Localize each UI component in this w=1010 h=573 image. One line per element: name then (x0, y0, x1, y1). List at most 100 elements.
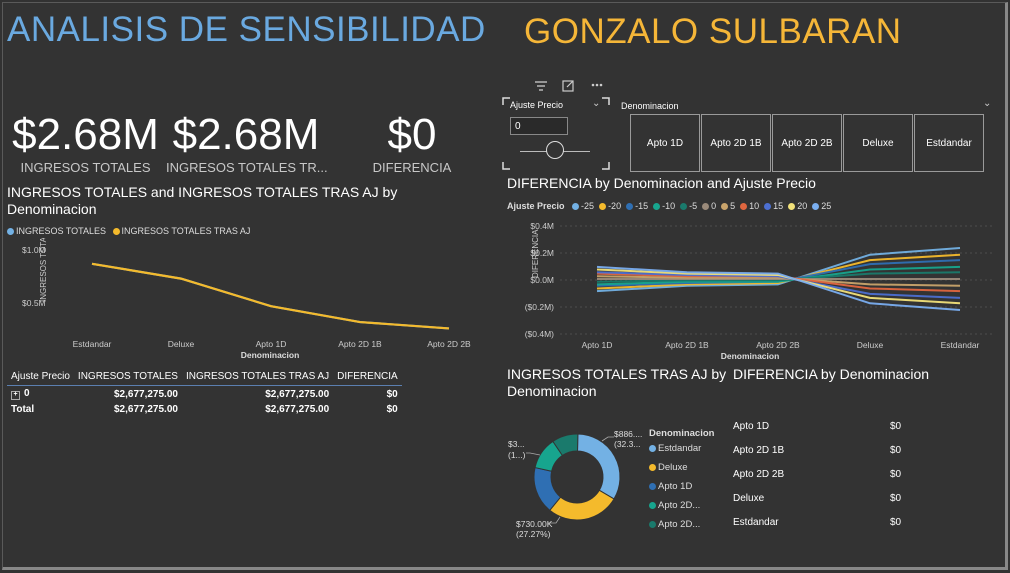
slicer-option-estdandar[interactable]: Estdandar (914, 114, 984, 172)
x-tick: Apto 2D 2B (427, 339, 471, 349)
slider-handle[interactable] (546, 141, 564, 159)
legend-dot (649, 502, 656, 509)
diff-row-value: $0 (890, 445, 902, 456)
diff-row-value: $0 (890, 469, 902, 480)
focus-mode-icon[interactable] (562, 80, 574, 92)
legend-label: -10 (662, 201, 676, 211)
kpi-card-diferencia[interactable]: $0 DIFERENCIA (352, 110, 472, 175)
kpi-label: INGRESOS TOTALES (20, 160, 151, 175)
legend-dot (702, 203, 710, 210)
column-header[interactable]: Ajuste Precio (11, 371, 70, 382)
diff-row-label: Estdandar (733, 517, 779, 528)
line-chart-title: INGRESOS TOTALES and INGRESOS TOTALES TR… (7, 184, 398, 217)
label-value: $3... (508, 439, 525, 449)
y-axis-label: INGRESOS TOTA... (39, 238, 48, 302)
data-table[interactable]: Ajuste Precio INGRESOS TOTALES INGRESOS … (7, 368, 402, 417)
x-tick: Apto 1D (582, 340, 613, 350)
kpi-label: INGRESOS TOTALES TR... (166, 160, 328, 175)
y-tick: $0.4M (530, 221, 554, 231)
legend-dot (626, 203, 634, 210)
legend-label: -25 (581, 201, 595, 211)
expand-icon[interactable]: + (11, 391, 20, 400)
slicer-option-apto-2d-2b[interactable]: Apto 2D 2B (772, 114, 842, 172)
legend-label: -15 (635, 201, 649, 211)
more-options-icon[interactable] (591, 83, 603, 87)
series-line (91, 262, 450, 330)
slicer-title: Ajuste Precio (510, 100, 564, 110)
visual-header-icons (535, 80, 603, 92)
label-leader (601, 436, 614, 442)
legend-dot (764, 203, 772, 210)
label-leader (526, 452, 541, 456)
legend-dot (649, 483, 656, 490)
line-chart-legend: INGRESOS TOTALES INGRESOS TOTALES TRAS A… (7, 226, 250, 236)
diff-row-label: Apto 2D 2B (733, 469, 785, 480)
y-tick: $0.5M (22, 298, 46, 308)
x-tick: Apto 1D (256, 339, 287, 349)
ajuste-precio-slicer[interactable]: Ajuste Precio ⌄ 0 (502, 97, 610, 170)
slicer-value-input[interactable]: 0 (510, 117, 568, 135)
kpi-label: DIFERENCIA (372, 160, 452, 175)
legend-label: Estdandar (658, 443, 702, 454)
label-value: $886.... (614, 429, 643, 439)
table-row[interactable]: +0 $2,677,275.00 $2,677,275.00 $0 (7, 386, 402, 403)
y-tick: ($0.2M) (525, 302, 554, 312)
donut-label-bottom: $730.00K (27.27%) (516, 519, 552, 539)
slicer-option-deluxe[interactable]: Deluxe (843, 114, 913, 172)
chevron-down-icon[interactable]: ⌄ (983, 98, 992, 109)
filter-icon[interactable] (535, 81, 547, 91)
donut-slice (552, 433, 579, 457)
legend-dot (653, 203, 661, 210)
kpi-value: $0 (387, 110, 437, 159)
x-tick: Apto 2D 1B (338, 339, 382, 349)
x-axis-label: Denominacion (241, 350, 300, 360)
x-axis-label: Denominacion (721, 351, 780, 361)
legend-label: 5 (730, 201, 736, 211)
series-line (596, 275, 961, 287)
label-pct: (32.3... (614, 439, 641, 449)
legend-label: Apto 1D (658, 481, 693, 492)
series-line (596, 268, 961, 305)
legend-label: INGRESOS TOTALES (16, 226, 107, 236)
table-cell: $0 (386, 388, 398, 400)
series-line (596, 271, 961, 283)
legend-dot (649, 445, 656, 452)
donut-chart[interactable] (500, 425, 650, 545)
slicer-option-apto-1d[interactable]: Apto 1D (630, 114, 700, 172)
legend-label: Deluxe (658, 462, 688, 473)
legend-dot (572, 203, 580, 210)
table-cell: $2,677,275.00 (114, 388, 178, 400)
legend-label: 25 (821, 201, 832, 211)
x-tick: Estdandar (941, 340, 980, 350)
line-chart[interactable]: INGRESOS TOTA... $1.0M $0.5M Denominacio… (0, 238, 490, 363)
legend-dot (788, 203, 796, 210)
column-header[interactable]: INGRESOS TOTALES (77, 371, 178, 382)
x-tick: Estdandar (73, 339, 112, 349)
x-tick: Deluxe (857, 340, 884, 350)
page-title: ANALISIS DE SENSIBILIDAD (7, 10, 486, 49)
legend-label: 0 (711, 201, 717, 211)
donut-legend: Denominacion Estdandar Deluxe Apto 1D Ap… (649, 428, 714, 530)
table-cell: Total (11, 404, 35, 415)
diff-chart-legend: Ajuste Precio -25 -20 -15 -10 -5 0 5 10 15 20 25 (507, 201, 831, 211)
diff-row-value: $0 (890, 517, 902, 528)
column-header[interactable]: INGRESOS TOTALES TRAS AJ (185, 371, 330, 382)
legend-label: 20 (797, 201, 808, 211)
legend-label: Apto 2D... (658, 500, 701, 511)
chevron-down-icon[interactable]: ⌄ (592, 98, 601, 109)
table-total-row[interactable]: Total $2,677,275.00 $2,677,275.00 $0 (7, 402, 402, 417)
column-header[interactable]: DIFERENCIA (337, 371, 398, 382)
diff-line-chart[interactable]: DIFERENCIA Denominacion $0.4M $0.2M $0.0M (… (500, 214, 1000, 364)
legend-dot (112, 228, 120, 235)
kpi-card-ingresos-tras[interactable]: $2.68M INGRESOS TOTALES TR... (166, 110, 328, 175)
legend-dot (740, 203, 748, 210)
slicer-option-apto-2d-1b[interactable]: Apto 2D 1B (701, 114, 771, 172)
diff-row-label: Apto 2D 1B (733, 445, 785, 456)
kpi-card-ingresos[interactable]: $2.68M INGRESOS TOTALES (8, 110, 163, 175)
legend-label: 15 (773, 201, 784, 211)
legend-label: Apto 2D... (658, 519, 701, 530)
legend-label: INGRESOS TOTALES TRAS AJ (121, 226, 251, 236)
y-tick: $1.0M (22, 245, 46, 255)
legend-dot (599, 203, 607, 210)
label-leader (548, 516, 561, 524)
